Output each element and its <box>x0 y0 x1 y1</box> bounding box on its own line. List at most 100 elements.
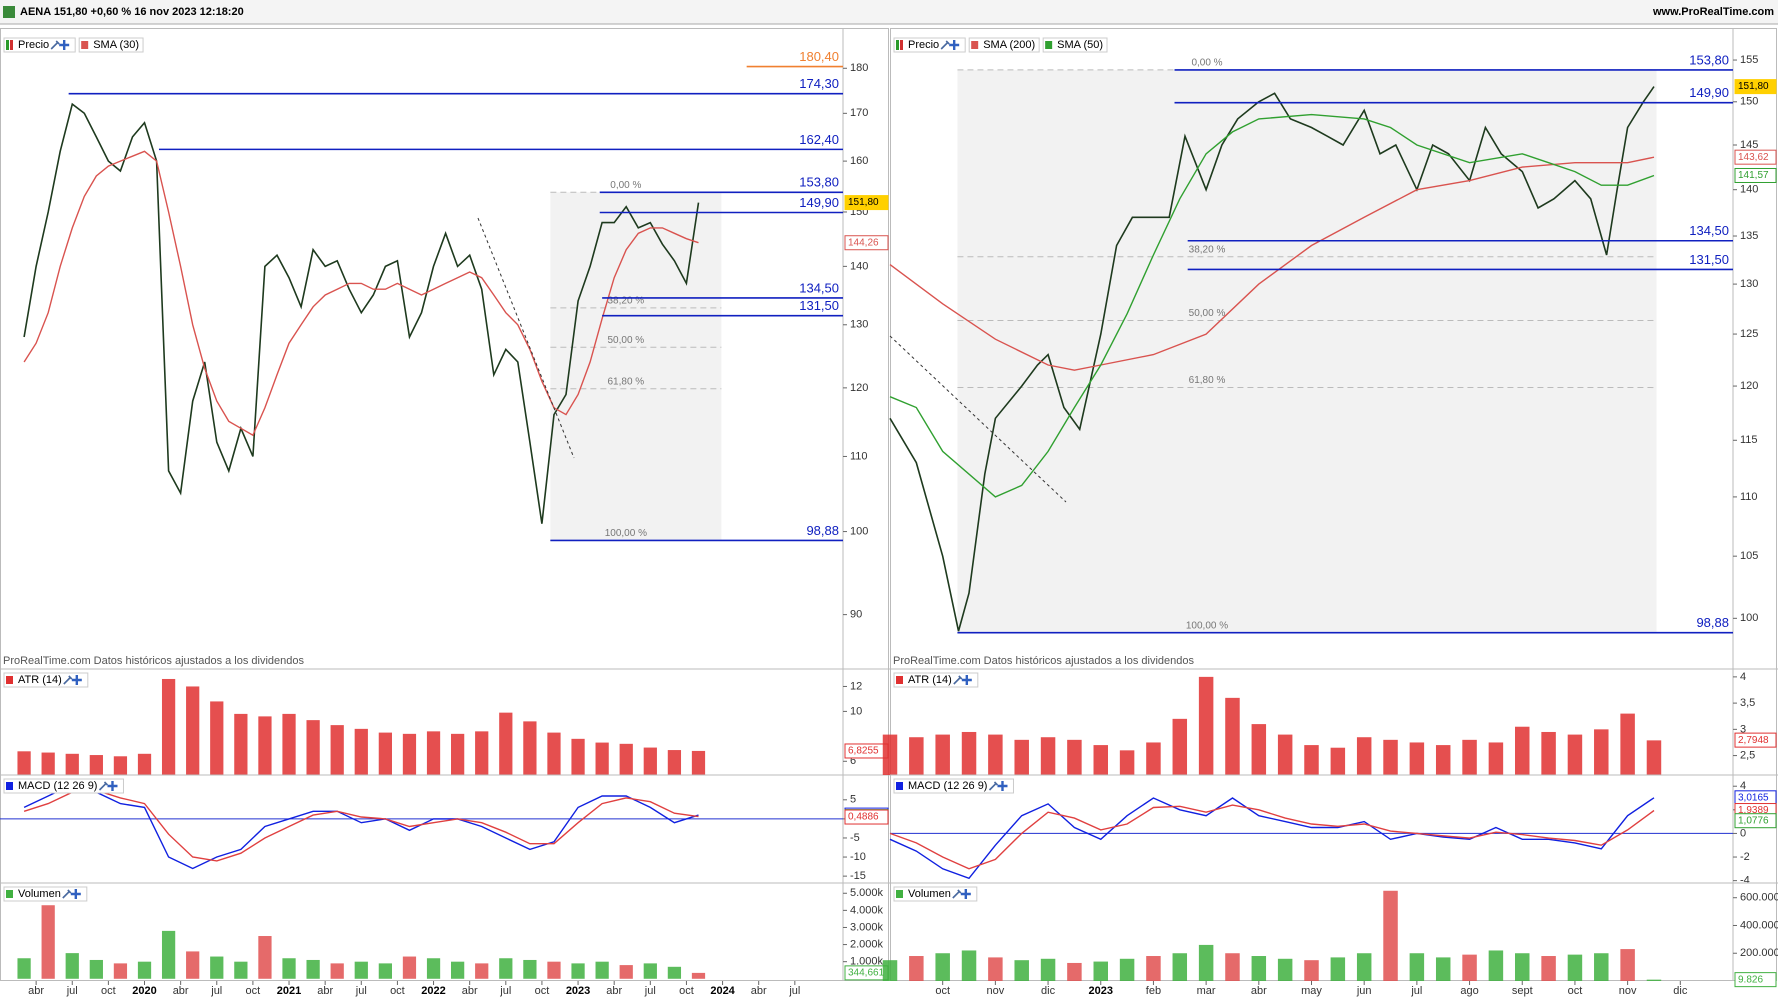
legend-box <box>3 778 124 794</box>
legend-swatch <box>6 890 13 898</box>
x-tick-label: jul <box>788 985 800 997</box>
level-label: 149,90 <box>1689 85 1729 100</box>
legend-item: SMA (50) <box>1042 37 1108 53</box>
fib-label: 50,00 % <box>608 335 645 346</box>
x-tick-label: oct <box>679 985 694 997</box>
atr-bar <box>1488 742 1504 775</box>
volume-bar <box>65 953 79 979</box>
legend-item: ATR (14) <box>893 672 979 688</box>
volume-bar <box>1567 954 1583 981</box>
atr-bar <box>1620 713 1635 775</box>
level-label: 131,50 <box>1689 252 1729 267</box>
atr-bar <box>961 731 977 775</box>
x-tick-label: oct <box>1568 985 1583 997</box>
atr-bar <box>1146 742 1161 775</box>
x-tick-label: feb <box>1146 985 1161 997</box>
volume-bar <box>475 963 489 979</box>
x-tick-label: oct <box>535 985 550 997</box>
atr-bar <box>1014 739 1029 775</box>
y-tick-label: 100 <box>1740 612 1758 624</box>
legend-swatch <box>10 40 13 50</box>
level-label: 162,40 <box>799 132 839 147</box>
indicator-line <box>889 797 1655 880</box>
indicator-line <box>23 150 699 437</box>
value-tag-label: 143,62 <box>1738 152 1769 163</box>
atr-bar <box>234 713 248 775</box>
y-tick-label: 135 <box>1740 230 1758 242</box>
legend-box <box>3 886 88 902</box>
settings-icon <box>988 781 999 791</box>
add-icon <box>961 675 972 685</box>
level-label: 149,90 <box>799 195 839 210</box>
y-tick-label: 140 <box>1740 184 1758 196</box>
x-tick-label: 2022 <box>421 985 445 997</box>
y-tick-label: 3.000k <box>850 921 884 933</box>
volume-bar <box>1225 953 1240 981</box>
value-tag-label: 151,80 <box>848 197 879 208</box>
x-tick-label: sept <box>1512 985 1533 997</box>
legend-item: Volumen <box>3 886 88 902</box>
volume-bar <box>1515 953 1530 981</box>
volume-bar <box>1409 953 1425 981</box>
volume-bar <box>1488 950 1504 981</box>
legend-box <box>893 672 979 688</box>
x-tick-label: abr <box>317 985 333 997</box>
atr-bar <box>499 712 513 775</box>
fib-label: 38,20 % <box>1189 244 1226 255</box>
x-tick-label: oct <box>935 985 950 997</box>
atr-bar <box>426 731 441 775</box>
x-tick-label: 2021 <box>277 985 301 997</box>
value-tag-label: 2,7948 <box>1738 735 1769 746</box>
legend-swatch <box>896 40 899 50</box>
atr-bar <box>1515 726 1530 775</box>
atr-bar <box>186 686 200 775</box>
y-tick-label: 100 <box>850 525 868 537</box>
x-tick-label: jul <box>499 985 511 997</box>
value-tag <box>1734 813 1777 829</box>
volume-bar <box>1620 949 1635 981</box>
legend-box <box>893 778 1014 794</box>
x-tick-label: jun <box>1356 985 1372 997</box>
indicator-line <box>889 804 1655 870</box>
legend-label: SMA (200) <box>983 39 1035 51</box>
level-label: 134,50 <box>1689 223 1729 238</box>
add-icon <box>949 40 960 50</box>
settings-icon <box>62 889 72 899</box>
indicator-line <box>23 783 699 870</box>
y-tick-label: 115 <box>1740 434 1758 446</box>
atr-bar <box>210 701 224 775</box>
x-tick-label: ago <box>1460 985 1478 997</box>
volume-bar <box>1093 961 1108 981</box>
atr-bar <box>1567 734 1583 775</box>
header-site: www.ProRealTime.com <box>1652 6 1774 18</box>
x-tick-label: may <box>1301 985 1322 997</box>
volume-bar <box>1198 944 1214 981</box>
y-tick-label: 90 <box>850 609 862 621</box>
volume-bar <box>234 961 248 979</box>
volume-bar <box>402 956 417 979</box>
volume-bar <box>667 966 682 979</box>
volume-bar <box>1435 957 1451 981</box>
value-tag-label: 9.826 <box>1738 974 1763 985</box>
volume-bar <box>523 959 537 979</box>
add-icon <box>70 889 81 899</box>
volume-bar <box>1594 953 1609 981</box>
y-tick-label: 105 <box>1740 550 1758 562</box>
legend-label: MACD (12 26 9) <box>18 780 97 792</box>
atr-bar <box>571 738 585 775</box>
y-tick-label: 0 <box>1740 827 1746 839</box>
atr-bar <box>1462 739 1477 775</box>
volume-bar <box>89 959 103 979</box>
level-label: 131,50 <box>799 298 839 313</box>
legend-label: SMA (30) <box>93 39 139 51</box>
y-tick-label: 5 <box>850 794 856 806</box>
atr-bar <box>667 750 682 775</box>
volume-bar <box>571 963 585 979</box>
atr-bar <box>595 742 609 775</box>
y-tick-label: -10 <box>850 851 866 863</box>
legend-item: ATR (14) <box>3 672 89 688</box>
atr-bar <box>1093 745 1108 775</box>
y-tick-label: 1.000k <box>850 956 884 968</box>
volume-bar <box>137 961 152 979</box>
atr-bar <box>378 732 392 775</box>
